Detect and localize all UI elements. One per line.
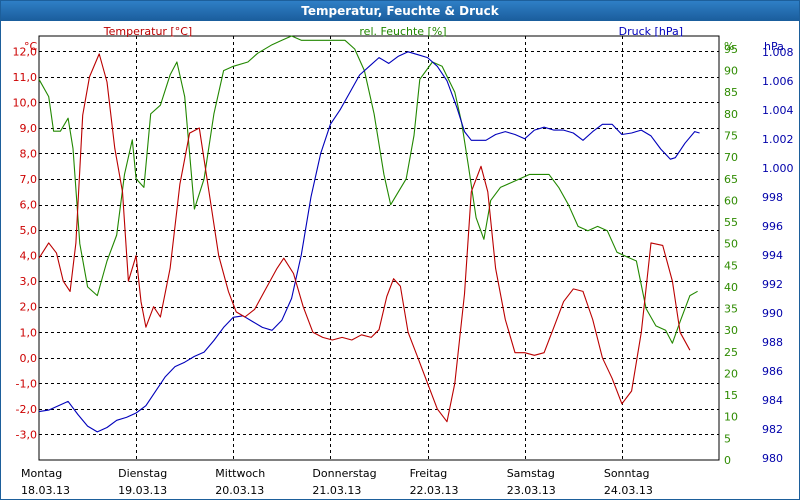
axis-tick-label: 986 xyxy=(762,365,783,378)
axis-tick-label: 45 xyxy=(724,259,738,272)
axis-tick-label: 5 xyxy=(724,432,731,445)
series-label-right: Druck [hPa] xyxy=(619,25,683,38)
humidity-axis: 0 5 10 15 20 25 30 35 40 45 50 55 60 65 70 75 80 85 90 95% xyxy=(724,40,738,467)
pressure-axis: 980 982 984 986 988 990 992 994 996 998 1.000 1.002… xyxy=(762,40,794,465)
axis-tick-label: 990 xyxy=(762,307,783,320)
x-tick-day: Freitag xyxy=(410,467,448,480)
axis-tick-label: 50 xyxy=(724,238,738,251)
axis-tick-label: 1.000 xyxy=(762,162,794,175)
axis-tick-label: 20 xyxy=(724,367,738,380)
axis-tick-label: 7,0 xyxy=(20,173,38,186)
axis-tick-label: 994 xyxy=(762,249,783,262)
axis-tick-label: 984 xyxy=(762,394,783,407)
axis-tick-label: 1,0 xyxy=(20,326,38,339)
axis-tick-label: -2,0 xyxy=(16,403,37,416)
axis-tick-label: 10 xyxy=(724,411,738,424)
x-tick-date: 21.03.13 xyxy=(312,484,361,497)
axis-tick-label: -3,0 xyxy=(16,428,37,441)
plot-frame xyxy=(38,35,720,461)
chart-title: Temperatur, Feuchte & Druck xyxy=(1,1,799,21)
axis-tick-label: 988 xyxy=(762,336,783,349)
axis-tick-label: 5,0 xyxy=(20,224,38,237)
series-line-right xyxy=(38,51,700,433)
plot-grid xyxy=(38,35,720,461)
axis-tick-label: 982 xyxy=(762,423,783,436)
axis-tick-label: -1,0 xyxy=(16,377,37,390)
series-line-left xyxy=(38,53,691,423)
series-labels: Temperatur [°C] rel. Feuchte [%] Druck [hP… xyxy=(103,25,683,38)
axis-tick-label: 30 xyxy=(724,324,738,337)
axis-tick-label: 25 xyxy=(724,346,738,359)
axis-tick-label: 11,0 xyxy=(13,71,38,84)
axis-tick-label: 75 xyxy=(724,130,738,143)
axis-tick-label: 60 xyxy=(724,194,738,207)
x-tick-date: 23.03.13 xyxy=(507,484,556,497)
axis-tick-label: 3,0 xyxy=(20,275,38,288)
axis-tick-label: 6,0 xyxy=(20,199,38,212)
series-label-left: Temperatur [°C] xyxy=(103,25,192,38)
axis-tick-label: 8,0 xyxy=(20,147,38,160)
date-axis: Montag 18.03.13 Dienstag 19.03.13 Mittwoch 20… xyxy=(21,467,653,497)
x-tick-date: 22.03.13 xyxy=(410,484,459,497)
axis-tick-label: 95 xyxy=(724,43,738,56)
x-tick-day: Dienstag xyxy=(118,467,167,480)
axis-tick-label: 85 xyxy=(724,86,738,99)
axis-tick-label: 0,0 xyxy=(20,352,38,365)
axis-tick-label: 1.006 xyxy=(762,75,794,88)
axis-tick-label: 4,0 xyxy=(20,250,38,263)
series-line-middle xyxy=(38,35,698,344)
x-tick-date: 19.03.13 xyxy=(118,484,167,497)
axis-tick-label: 992 xyxy=(762,278,783,291)
axis-tick-label: 2,0 xyxy=(20,301,38,314)
axis-tick-label: 1.008 xyxy=(762,46,794,59)
x-tick-day: Donnerstag xyxy=(312,467,376,480)
temperature-axis: -3,0 -2,0 -1,0 0,0 1,0 2,0 3,0 4,0 5,0 6,0 7,0 8,0 9… xyxy=(13,40,38,441)
axis-tick-label: 10,0 xyxy=(13,96,38,109)
series-label-middle: rel. Feuchte [%] xyxy=(359,25,446,38)
x-tick-date: 24.03.13 xyxy=(604,484,653,497)
x-tick-day: Montag xyxy=(21,467,62,480)
axis-tick-label: 35 xyxy=(724,303,738,316)
axis-tick-label: 1.002 xyxy=(762,133,794,146)
axis-tick-label: 55 xyxy=(724,216,738,229)
axis-tick-label: 40 xyxy=(724,281,738,294)
axis-tick-label: 65 xyxy=(724,173,738,186)
axis-tick-label: 0 xyxy=(724,454,731,467)
x-tick-day: Sonntag xyxy=(604,467,650,480)
x-tick-day: Mittwoch xyxy=(215,467,265,480)
axis-tick-label: 998 xyxy=(762,191,783,204)
axis-tick-label: 12,0 xyxy=(13,45,38,58)
axis-tick-label: 996 xyxy=(762,220,783,233)
x-tick-date: 18.03.13 xyxy=(21,484,70,497)
axis-unit-label: hPa xyxy=(764,40,784,53)
axis-tick-label: 70 xyxy=(724,151,738,164)
axis-tick-label: 80 xyxy=(724,108,738,121)
series-layer xyxy=(38,35,700,433)
axis-tick-label: 9,0 xyxy=(20,122,38,135)
axis-tick-label: 15 xyxy=(724,389,738,402)
x-tick-date: 20.03.13 xyxy=(215,484,264,497)
axis-unit-label: % xyxy=(724,40,734,53)
axis-tick-label: 980 xyxy=(762,452,783,465)
x-tick-day: Samstag xyxy=(507,467,555,480)
axis-tick-label: 1.004 xyxy=(762,104,794,117)
axis-tick-label: 90 xyxy=(724,65,738,78)
axis-unit-label: °C xyxy=(24,40,38,53)
